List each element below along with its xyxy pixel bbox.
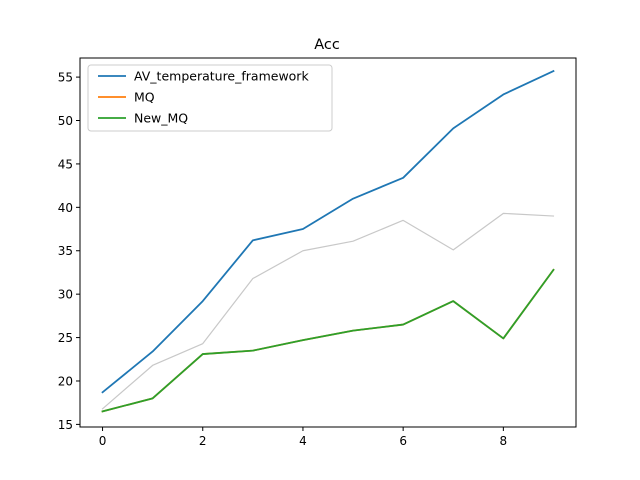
legend-label-av-temperature-framework: AV_temperature_framework xyxy=(134,69,309,84)
legend-label-new-mq: New_MQ xyxy=(134,111,188,126)
y-tick-label: 50 xyxy=(58,114,73,128)
y-tick-label: 30 xyxy=(58,288,73,302)
legend: AV_temperature_framework MQ New_MQ xyxy=(87,64,333,132)
x-tick-label: 6 xyxy=(399,434,407,448)
series-line-av-temperature-framework xyxy=(101,69,555,394)
y-tick-label: 15 xyxy=(58,418,73,432)
plot-area: 0 2 4 6 8 15 20 25 30 35 40 45 50 55 AV_temperature_fr… xyxy=(58,57,577,448)
x-tick-label: 4 xyxy=(299,434,307,448)
axes-frame xyxy=(79,57,577,428)
x-tick-label: 8 xyxy=(500,434,508,448)
y-tick-label: 40 xyxy=(58,201,73,215)
x-tick-label: 0 xyxy=(99,434,107,448)
x-tick-label: 2 xyxy=(199,434,207,448)
y-tick-label: 20 xyxy=(58,374,73,388)
legend-box xyxy=(87,64,333,132)
series-line-reference-gray xyxy=(101,212,555,410)
y-tick-label: 45 xyxy=(58,157,73,171)
series-line-new-mq xyxy=(101,268,555,413)
chart-title: Acc xyxy=(314,37,340,53)
legend-label-mq: MQ xyxy=(134,90,155,105)
y-tick-label: 55 xyxy=(58,71,73,85)
y-tick-label: 25 xyxy=(58,331,73,345)
y-tick-label: 35 xyxy=(58,244,73,258)
